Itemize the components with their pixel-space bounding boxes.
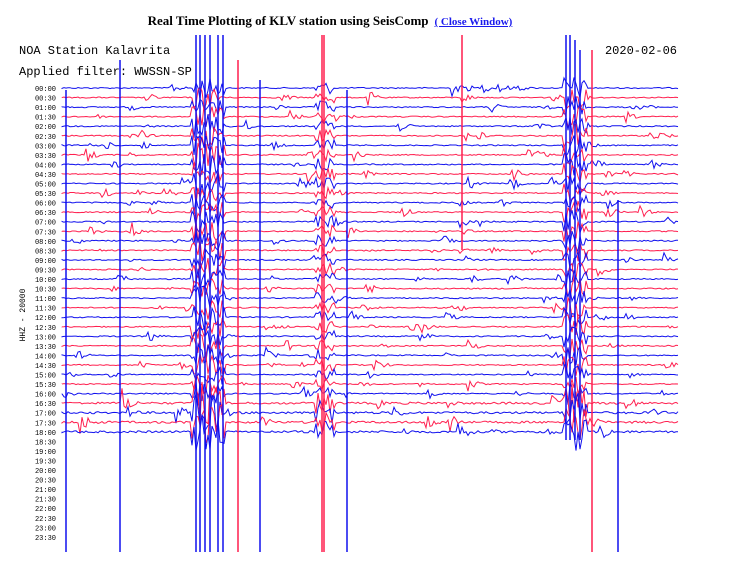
time-label: 14:00 (35, 353, 56, 361)
time-label: 01:30 (35, 115, 56, 123)
time-label: 15:00 (35, 373, 56, 381)
header: Real Time Plotting of KLV station using … (0, 13, 660, 29)
time-label: 09:00 (35, 258, 56, 266)
time-label: 04:00 (35, 162, 56, 170)
time-label: 22:30 (35, 516, 56, 524)
time-label: 05:00 (35, 182, 56, 190)
time-label: 14:30 (35, 363, 56, 371)
time-label: 03:00 (35, 143, 56, 151)
time-label: 16:30 (35, 401, 56, 409)
time-label: 09:30 (35, 267, 56, 275)
time-label: 05:30 (35, 191, 56, 199)
time-label: 16:00 (35, 392, 56, 400)
time-label: 18:30 (35, 439, 56, 447)
time-label: 10:00 (35, 277, 56, 285)
date-label: 2020-02-06 (605, 44, 677, 58)
time-label: 17:30 (35, 420, 56, 428)
time-label: 20:00 (35, 468, 56, 476)
time-label: 06:30 (35, 210, 56, 218)
channel-label: HHZ - 20000 (19, 288, 28, 341)
time-label: 13:30 (35, 344, 56, 352)
traces (61, 35, 679, 552)
time-label: 02:00 (35, 124, 56, 132)
page-title: Real Time Plotting of KLV station using … (147, 13, 429, 28)
time-label: 07:30 (35, 229, 56, 237)
time-label: 00:00 (35, 86, 56, 94)
time-label: 15:30 (35, 382, 56, 390)
time-label: 19:30 (35, 458, 56, 466)
time-label: 03:30 (35, 153, 56, 161)
time-label: 11:30 (35, 306, 56, 314)
time-label: 06:00 (35, 201, 56, 209)
time-label: 17:00 (35, 411, 56, 419)
time-label: 02:30 (35, 134, 56, 142)
time-label: 04:30 (35, 172, 56, 180)
time-label: 23:00 (35, 525, 56, 533)
time-label: 20:30 (35, 478, 56, 486)
time-label: 12:30 (35, 325, 56, 333)
close-window-link[interactable]: ( Close Window) (434, 16, 513, 28)
time-label: 22:00 (35, 506, 56, 514)
time-label: 01:00 (35, 105, 56, 113)
time-label: 08:30 (35, 248, 56, 256)
time-label: 07:00 (35, 220, 56, 228)
plot-background (15, 34, 685, 556)
time-label: 00:30 (35, 96, 56, 104)
time-label: 12:00 (35, 315, 56, 323)
time-label: 23:30 (35, 535, 56, 543)
filter-label: Applied filter: WWSSN-SP (19, 65, 192, 79)
time-label: 08:00 (35, 239, 56, 247)
time-label: 13:00 (35, 334, 56, 342)
time-label: 19:00 (35, 449, 56, 457)
time-label: 11:00 (35, 296, 56, 304)
trace (61, 413, 678, 451)
station-label: NOA Station Kalavrita (19, 44, 170, 58)
time-label: 10:30 (35, 287, 56, 295)
time-label: 21:00 (35, 487, 56, 495)
time-label: 21:30 (35, 497, 56, 505)
time-label: 18:00 (35, 430, 56, 438)
